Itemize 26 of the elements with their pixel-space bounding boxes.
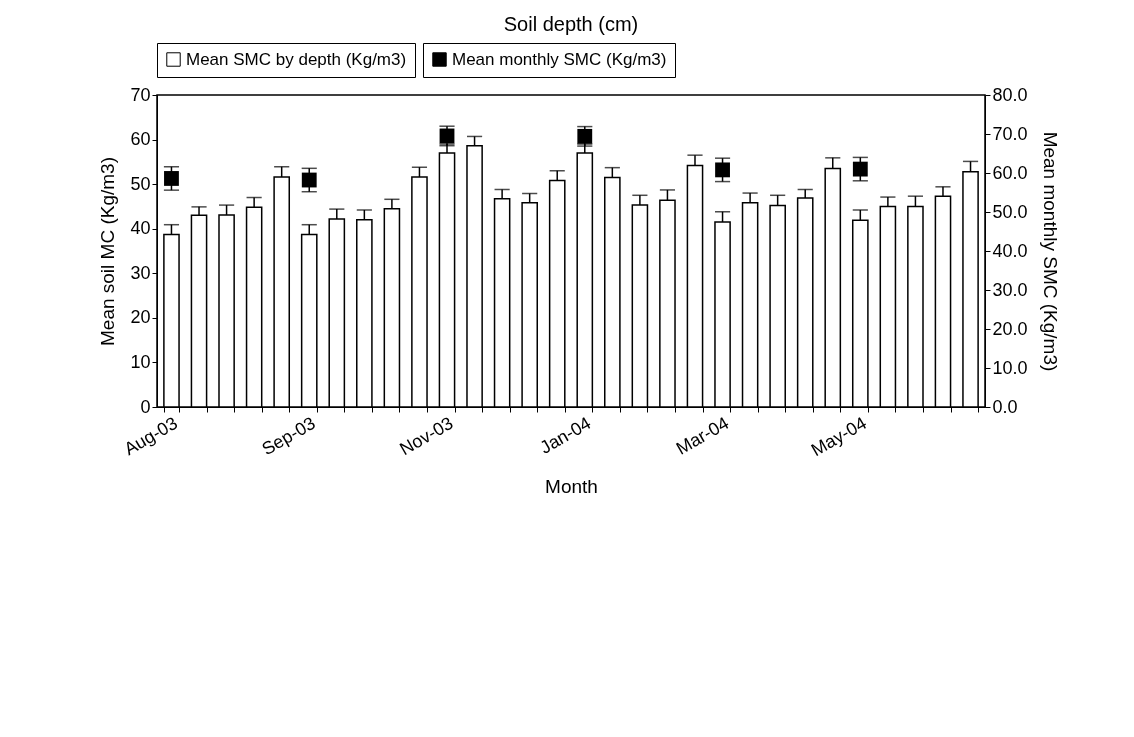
y2-axis-title: Mean monthly SMC (Kg/m3)	[1039, 131, 1061, 372]
y-axis-title: Mean soil MC (Kg/m3)	[97, 157, 119, 346]
y2-tick-label: 10.0	[992, 357, 1028, 378]
y2-tick-label: 60.0	[992, 162, 1028, 183]
point	[852, 161, 868, 177]
y2-tick-label: 0.0	[992, 396, 1018, 417]
point	[164, 171, 179, 186]
y-tick-label: 60	[130, 129, 151, 150]
y-tick-label: 50	[130, 173, 151, 194]
chart-title: Soil depth (cm)	[503, 12, 639, 35]
y-tick-label: 20	[130, 307, 151, 328]
x-axis-title: Month	[545, 476, 598, 498]
point	[715, 162, 730, 178]
y2-tick-label: 30.0	[992, 279, 1028, 300]
y-tick-label: 30	[130, 262, 151, 283]
legend-label: Mean monthly SMC (Kg/m3)	[452, 49, 667, 69]
y2-tick-label: 70.0	[992, 123, 1028, 144]
y2-tick-label: 40.0	[992, 240, 1028, 261]
legend-label: Mean SMC by depth (Kg/m3)	[186, 49, 407, 69]
y-tick-label: 40	[130, 218, 151, 239]
y-tick-label: 70	[130, 84, 151, 105]
y-tick-label: 10	[130, 351, 151, 372]
y2-tick-label: 20.0	[992, 318, 1028, 339]
y-tick-label: 0	[140, 396, 151, 417]
y2-tick-label: 80.0	[992, 84, 1028, 105]
y2-tick-label: 50.0	[992, 201, 1028, 222]
